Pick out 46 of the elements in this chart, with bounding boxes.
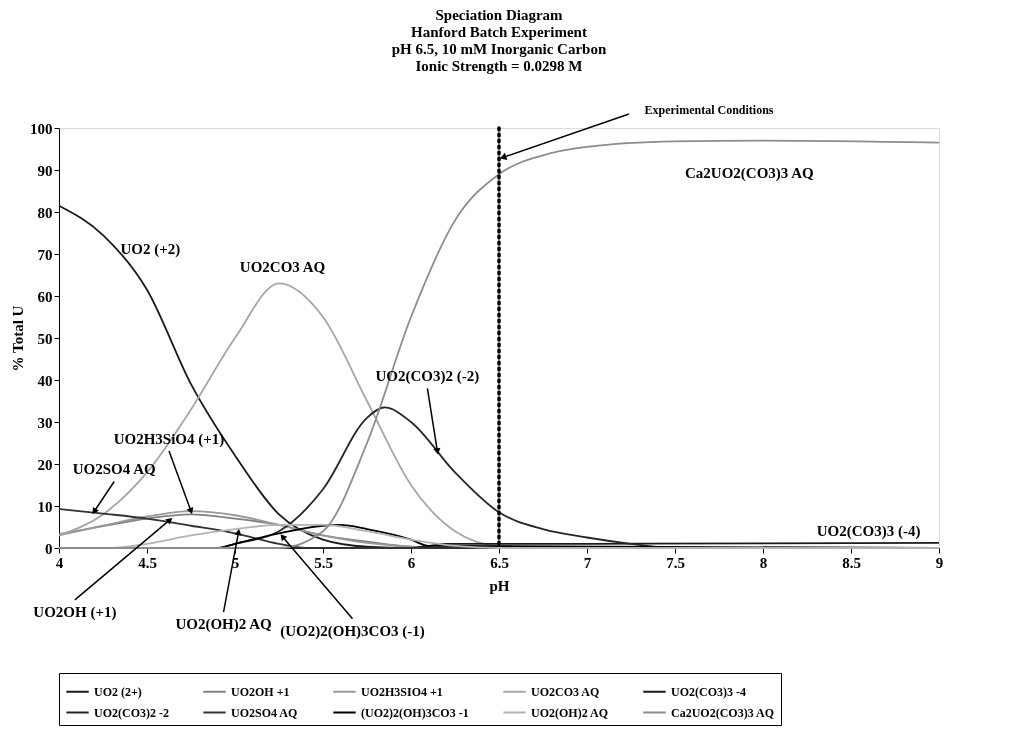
annotation: UO2(OH)2 AQ [175,616,272,634]
y-tick-label: 100 [30,120,53,137]
legend-label: UO2 (2+) [94,684,142,699]
ref-line-label: Experimental Conditions [644,103,774,117]
annotation: (UO2)2(OH)3CO3 (-1) [280,622,425,640]
legend-label: UO2(CO3)3 -4 [671,684,746,699]
y-tick-label: 60 [37,288,53,305]
annotation: UO2 (+2) [120,241,181,259]
annotation: Ca2UO2(CO3)3 AQ [685,165,815,183]
annotation: UO2H3SiO4 (+1) [113,431,225,449]
y-tick-label: 0 [45,540,53,557]
x-tick-label: 7.5 [666,554,685,571]
legend-label: (UO2)2(OH)3CO3 -1 [361,705,469,720]
chart-title: Speciation Diagram [435,7,564,23]
x-tick-label: 7 [583,554,592,571]
x-tick-label: 5.5 [314,554,333,571]
legend-label: UO2CO3 AQ [531,684,600,699]
x-tick-label: 4.5 [138,554,157,571]
y-axis-title: % Total U [10,305,26,372]
legend-label: UO2SO4 AQ [231,705,298,720]
y-tick-label: 20 [37,456,53,473]
annotation: UO2CO3 AQ [239,259,326,276]
legend-label: UO2H3SIO4 +1 [361,684,443,699]
x-tick-label: 9 [935,554,944,571]
x-tick-label: 6 [407,554,416,571]
annotation: UO2(CO3)3 (-4) [816,523,921,541]
x-tick-label: 8 [759,554,768,571]
legend-label: UO2OH +1 [231,684,290,699]
annotation: UO2SO4 AQ [72,461,156,478]
x-axis-title: pH [489,577,510,594]
chart-subtitle: Hanford Batch Experiment pH 6.5, 10 mM Inorganic Carbon Ionic Strength = 0.0298 M [391,24,607,74]
y-tick-label: 40 [37,372,53,389]
y-tick-label: 30 [37,414,53,431]
legend-label: UO2(CO3)2 -2 [94,705,169,720]
legend-label: Ca2UO2(CO3)3 AQ [671,705,774,720]
x-tick-label: 4 [55,554,64,571]
annotation: UO2OH (+1) [33,603,117,621]
annotation: UO2(CO3)2 (-2) [375,368,480,386]
y-tick-label: 80 [37,204,53,221]
y-tick-label: 70 [37,246,53,263]
x-tick-label: 6.5 [490,554,509,571]
y-tick-label: 90 [37,162,53,179]
y-tick-label: 50 [37,330,53,347]
legend-label: UO2(OH)2 AQ [531,705,608,720]
x-tick-label: 8.5 [842,554,861,571]
y-tick-label: 10 [37,498,53,515]
